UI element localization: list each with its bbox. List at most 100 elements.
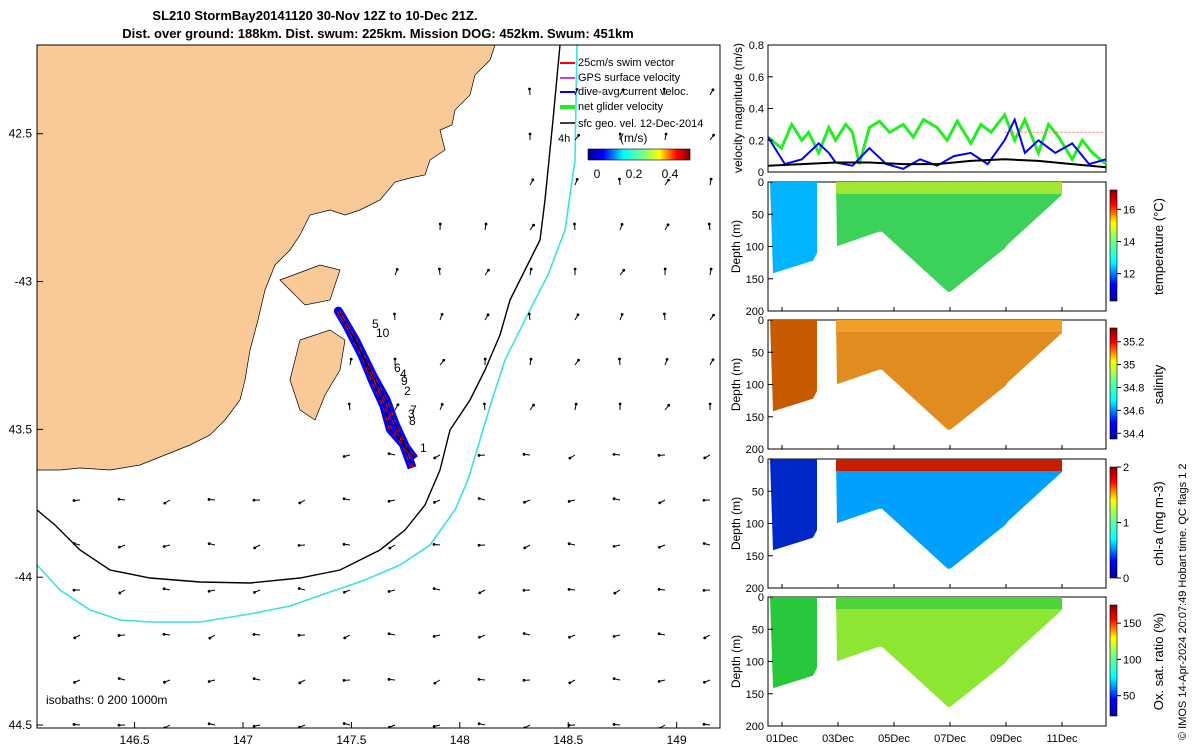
glider-track: [333, 306, 418, 470]
map-x-tick-label: 148.5: [553, 733, 583, 747]
sfc-vector-head: [117, 497, 121, 501]
legend-4h: 4h: [558, 133, 570, 145]
title-line2: Dist. over ground: 188km. Dist. swum: 22…: [122, 26, 634, 41]
sfc-vector-head: [620, 222, 624, 226]
section-data-segment-1: [770, 459, 817, 551]
sfc-vector-head: [393, 357, 397, 361]
sfc-vector-head: [252, 724, 256, 728]
depth-tick-label: 200: [746, 306, 764, 318]
sfc-vector-head: [568, 681, 572, 685]
colorbar-tick-label: 100: [1123, 654, 1141, 666]
sfc-vector-head: [577, 358, 580, 362]
legend-net: net glider velocity: [578, 101, 663, 113]
sfc-vector-head: [574, 402, 578, 406]
sfc-vector-head: [207, 589, 211, 593]
surface-velocity-vectors: [72, 87, 715, 728]
velocity-series-1: [767, 116, 1107, 170]
depth-ylabel: Depth (m): [729, 358, 743, 411]
sfc-vector-head: [662, 87, 666, 91]
sfc-vector-head: [663, 312, 666, 316]
sfc-vector-head: [666, 223, 670, 227]
sfc-vector-head: [487, 268, 490, 272]
colorbar-speed-tick-2: 0.4: [662, 167, 679, 181]
section-colorbar: [1109, 604, 1118, 717]
colorbar-tick-label: 35: [1123, 360, 1135, 372]
sfc-vector-head: [438, 222, 442, 226]
sfc-vector-head: [73, 636, 77, 640]
sfc-vector-head: [297, 544, 301, 547]
sfc-vector-head: [486, 313, 490, 317]
section-colorbar: [1109, 327, 1118, 440]
sfc-vector-head: [433, 681, 437, 685]
sfc-vector-head: [208, 636, 212, 640]
sfc-vector-head: [117, 677, 121, 680]
map-x-tick-label: 149: [667, 733, 687, 747]
sfc-vector-head: [567, 499, 571, 503]
depth-tick-label: 150: [746, 274, 764, 286]
sfc-vector-head: [395, 268, 399, 271]
date-tick-label: 07Dec: [934, 733, 966, 745]
land-peninsula: [289, 329, 346, 421]
sfc-vector-head: [72, 588, 76, 592]
sfc-vector-head: [709, 177, 713, 181]
colorbar-tick-label: 34.6: [1123, 405, 1144, 417]
track-label: 1: [420, 441, 427, 455]
sfc-vector-head: [162, 632, 166, 636]
sfc-vector-head: [567, 587, 571, 591]
velocity-series-2: [767, 158, 1107, 169]
sfc-vector-head: [522, 588, 526, 592]
track-label: 10: [376, 326, 390, 340]
track-label: 7: [410, 403, 417, 417]
depth-tick-label: 50: [752, 624, 764, 636]
map-x-tick-label: 148: [450, 733, 470, 747]
section-data-segment-2: [836, 459, 1062, 569]
sfc-vector-head: [478, 591, 482, 595]
sfc-vector-head: [342, 722, 346, 725]
sfc-vector-head: [440, 403, 444, 406]
sfc-vector-head: [622, 268, 626, 272]
sfc-vector-head: [253, 546, 257, 550]
sfc-vector-head: [568, 635, 571, 639]
isobath-1000: [37, 45, 578, 623]
sfc-vector-head: [207, 498, 211, 501]
sfc-vector-head: [387, 632, 391, 636]
sfc-vector-head: [297, 587, 301, 590]
sfc-vector-head: [207, 680, 211, 683]
sfc-vector-head: [432, 724, 436, 728]
sfc-vector-head: [657, 453, 661, 457]
sfc-vector-head: [523, 500, 526, 504]
sfc-vector-head: [576, 313, 580, 317]
date-tick-label: 11Dec: [1047, 733, 1078, 745]
legend-current: dive-avg current veloc.: [578, 86, 689, 98]
sfc-vector-head: [522, 678, 526, 682]
sfc-vector-head: [298, 681, 302, 685]
velocity-tick-label: 0.4: [749, 104, 764, 116]
land-island: [279, 264, 341, 306]
map-x-ticks: 146.5 147 147.5 148 148.5 149: [120, 722, 687, 747]
sfc-vector-head: [657, 587, 661, 591]
sfc-vector-head: [711, 88, 715, 92]
sfc-vector-head: [621, 88, 625, 92]
sfc-vector-head: [162, 587, 166, 591]
map-y-tick-label: 44.5: [9, 718, 33, 732]
depth-tick-label: 200: [746, 583, 764, 595]
sfc-vector-head: [531, 178, 535, 182]
sfc-vector-head: [702, 722, 706, 726]
sfc-vector-head: [298, 501, 302, 505]
colorbar-label: chl-a (mg m-3): [1151, 481, 1166, 566]
colorbar-label: salinity: [1151, 364, 1166, 404]
depth-tick-label: 0: [758, 592, 764, 604]
sfc-vector-head: [343, 590, 346, 594]
sfc-vector-head: [529, 267, 533, 271]
date-tick-label: 03Dec: [822, 733, 854, 745]
velocity-tick-label: 0: [758, 167, 764, 179]
map-x-tick-label: 146.5: [120, 733, 150, 747]
colorbar-label: temperature (°C): [1151, 198, 1166, 295]
colorbar-tick-label: 0: [1123, 573, 1129, 585]
sfc-vector-head: [568, 456, 572, 460]
sfc-vector-head: [664, 132, 668, 136]
sfc-vector-head: [618, 132, 622, 136]
sfc-vector-head: [667, 178, 670, 182]
sfc-vector-head: [657, 632, 661, 636]
